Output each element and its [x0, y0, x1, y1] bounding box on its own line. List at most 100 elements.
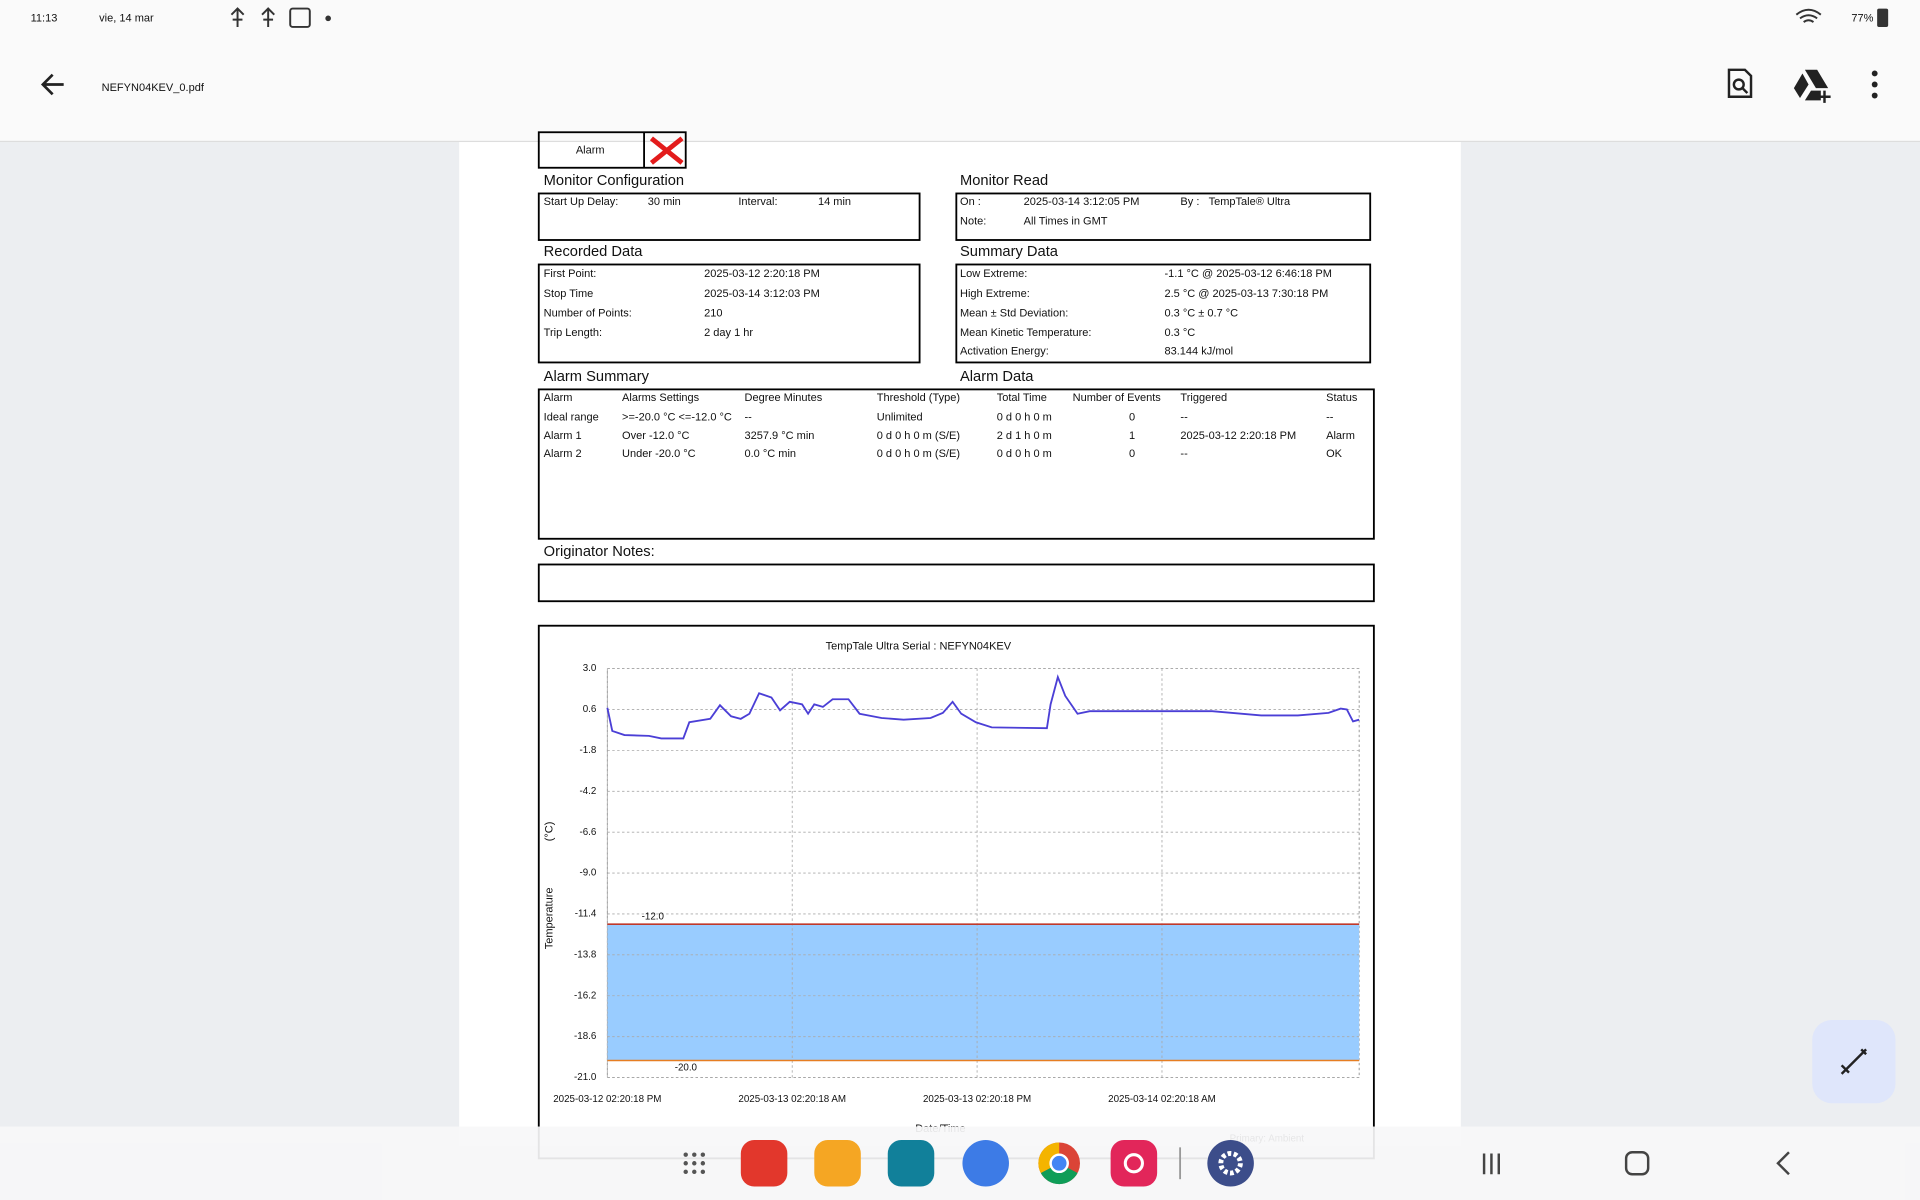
field-value: 83.144 kJ/mol [1164, 345, 1233, 357]
field-label: Mean Kinetic Temperature: [960, 327, 1091, 339]
files-app[interactable] [814, 1140, 861, 1187]
table-cell: -- [1180, 411, 1188, 423]
table-cell: OK [1326, 448, 1343, 460]
clock: 11:13 [31, 12, 58, 24]
table-cell: 0.0 °C min [744, 448, 796, 460]
table-header: Status [1326, 392, 1358, 404]
separator [1179, 1147, 1182, 1180]
field-value: 2.5 °C @ 2025-03-13 7:30:18 PM [1164, 288, 1328, 300]
threshold-label: -12.0 [642, 911, 665, 922]
table-cell: Ideal range [544, 411, 599, 423]
table-cell: 0 d 0 h 0 m (S/E) [877, 430, 960, 442]
y-tick-label: -21.0 [574, 1072, 597, 1083]
field-label: Low Extreme: [960, 268, 1027, 280]
field-value: 0.3 °C [1164, 327, 1195, 339]
battery: 77% [1851, 12, 1873, 24]
system-nav[interactable] [1482, 1151, 1790, 1176]
section-heading: Monitor Read [960, 173, 1048, 189]
y-tick-label: -1.8 [579, 745, 596, 756]
table-cell: -- [1326, 411, 1334, 423]
back-button[interactable] [40, 73, 64, 96]
x-tick-label: 2025-03-14 02:20:18 AM [1108, 1094, 1216, 1105]
apps-button[interactable] [683, 1152, 706, 1175]
y-tick-label: -18.6 [574, 1031, 597, 1042]
field-value: -1.1 °C @ 2025-03-12 6:46:18 PM [1164, 268, 1331, 280]
camera-lens [1123, 1153, 1144, 1174]
table-header: Alarms Settings [622, 392, 700, 404]
settings-app[interactable] [1207, 1140, 1254, 1187]
field-value: 2025-03-14 3:12:03 PM [704, 288, 820, 300]
table-cell: 0 d 0 h 0 m [997, 448, 1052, 460]
chart-layer: TempTale Ultra Serial : NEFYN04KEV 3.0 0.6… [544, 640, 1360, 1144]
field-value: 30 min [648, 196, 681, 208]
notes-app[interactable] [740, 1140, 788, 1187]
field-label: Stop Time [544, 288, 594, 300]
y-tick-label: -13.8 [574, 949, 597, 960]
threshold-label: -20.0 [675, 1062, 698, 1073]
table-cell: 0 [1129, 411, 1135, 423]
field-value: 14 min [818, 196, 851, 208]
table-cell: 2025-03-12 2:20:18 PM [1180, 430, 1296, 442]
temperature-line [606, 674, 1360, 740]
alarm-header: Alarm [576, 145, 605, 157]
section-heading: Alarm Summary [544, 369, 650, 385]
field-label: Mean ± Std Deviation: [960, 307, 1068, 319]
table-cell: -- [744, 411, 752, 423]
field-label: On : [960, 196, 981, 208]
y-tick-label: -6.6 [579, 827, 596, 838]
battery-icon [1877, 8, 1889, 27]
drive-button[interactable] [1793, 69, 1831, 103]
field-label: First Point: [544, 268, 597, 280]
table-cell: 2 d 1 h 0 m [997, 430, 1052, 442]
field-label: By : [1180, 196, 1199, 208]
alarm-x-icon [649, 136, 684, 165]
calendar-app[interactable] [887, 1140, 935, 1187]
table-cell: 0 [1129, 448, 1135, 460]
y-axis-label: Temperature [544, 887, 556, 949]
table-cell: Unlimited [877, 411, 923, 423]
chrome-app[interactable] [1038, 1142, 1080, 1185]
menu-button[interactable] [1871, 70, 1878, 99]
table-header: Number of Events [1073, 392, 1162, 404]
status-icons [230, 7, 1822, 28]
threshold-band [607, 924, 1360, 1061]
y-tick-label: -11.4 [575, 909, 597, 920]
table-cell: 3257.9 °C min [744, 430, 814, 442]
y-tick-label: 0.6 [583, 704, 597, 715]
chart-title: TempTale Ultra Serial : NEFYN04KEV [826, 640, 1012, 652]
x-tick-label: 2025-03-13 02:20:18 AM [738, 1094, 846, 1105]
section-heading: Alarm Data [960, 369, 1034, 385]
field-label: Activation Energy: [960, 345, 1049, 357]
x-tick-label: 2025-03-12 02:20:18 PM [553, 1094, 661, 1105]
table-header: Degree Minutes [744, 392, 822, 404]
table-header: Total Time [997, 392, 1047, 404]
table-cell: Under -20.0 °C [622, 448, 696, 460]
field-value: TempTale® Ultra [1209, 196, 1291, 208]
pen-icon [1840, 1048, 1867, 1075]
field-value: 2025-03-14 3:12:05 PM [1024, 196, 1140, 208]
field-value: 2 day 1 hr [704, 327, 753, 339]
table-cell: 0 d 0 h 0 m [997, 411, 1052, 423]
y-tick-label: -9.0 [579, 868, 596, 879]
table-header: Alarm [544, 392, 573, 404]
table-cell: 0 d 0 h 0 m (S/E) [877, 448, 960, 460]
top-bar [0, 0, 1920, 143]
field-label: Number of Points: [544, 307, 632, 319]
table-header: Triggered [1180, 392, 1227, 404]
section-heading: Originator Notes: [544, 544, 655, 560]
camera-app[interactable] [1110, 1140, 1158, 1187]
section-heading: Summary Data [960, 244, 1059, 260]
field-value: 2025-03-12 2:20:18 PM [704, 268, 820, 280]
search-button[interactable] [1727, 68, 1753, 98]
y-tick-label: -4.2 [579, 786, 596, 797]
field-label: Interval: [738, 196, 777, 208]
messages-app[interactable] [962, 1140, 1009, 1187]
table-cell: Alarm 2 [544, 448, 582, 460]
y-axis-unit: (°C) [544, 822, 556, 842]
table-cell: Over -12.0 °C [622, 430, 690, 442]
nav-bar [0, 1126, 1920, 1200]
table-cell: Alarm 1 [544, 430, 582, 442]
section-heading: Monitor Configuration [544, 173, 684, 189]
